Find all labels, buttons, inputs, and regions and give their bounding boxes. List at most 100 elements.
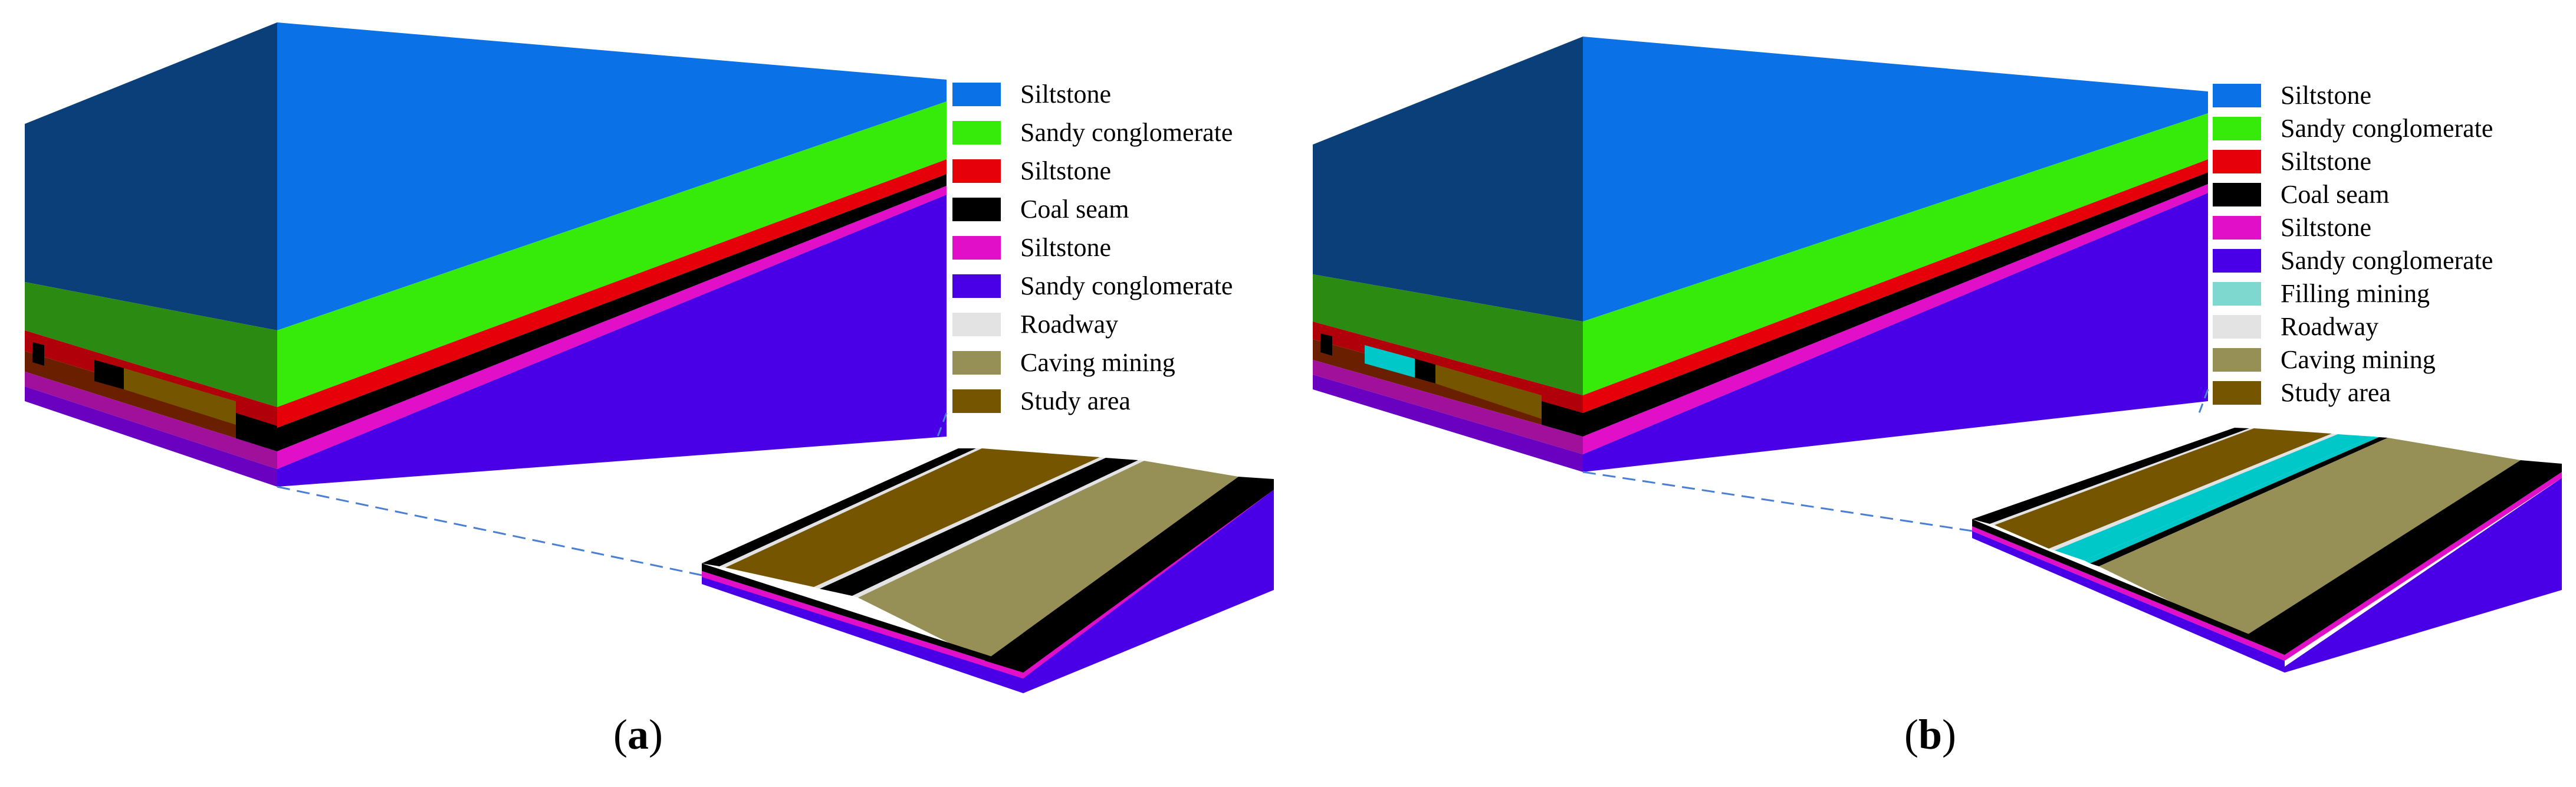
legend-label: Siltstone — [1020, 80, 1112, 109]
inset-filling-mining-strip-2 — [2084, 437, 2379, 563]
legend-label: Filling mining — [2281, 279, 2430, 308]
block-front-siltstone-magenta — [277, 186, 947, 469]
inset-coal-strip-2 — [2090, 437, 2388, 566]
inset-coal-front-edge — [1972, 519, 2285, 655]
legend-swatch — [952, 274, 1001, 298]
block-front-sandy-conglomerate-bottom — [277, 195, 947, 487]
legend-swatch — [2213, 282, 2261, 306]
block-front-siltstone-red — [277, 159, 947, 428]
block-side-roadway-1 — [32, 342, 44, 366]
inset-study-area-strip — [1995, 428, 2332, 549]
block-front-sandy-conglomerate — [1583, 113, 2208, 395]
panel-a: Siltstone Sandy conglomerate Siltstone C… — [25, 22, 1274, 758]
panel-b: Siltstone Sandy conglomerate Siltstone C… — [1288, 0, 2576, 787]
legend-swatch — [2213, 348, 2261, 372]
leader-line-right — [937, 412, 948, 437]
legend-swatch — [2213, 183, 2261, 206]
inset-roadway-strip-3 — [852, 460, 1144, 598]
block-side-filling-mining — [1365, 345, 1415, 378]
legend-swatch — [2213, 216, 2261, 240]
panel-b-model — [1313, 37, 2562, 673]
legend-swatch — [952, 389, 1001, 413]
legend-label: Sandy conglomerate — [2281, 246, 2493, 275]
legend-swatch — [2213, 117, 2261, 140]
inset-study-area-strip — [725, 448, 1100, 587]
inset-purple-base — [1972, 531, 2285, 673]
caption-letter: a — [627, 711, 649, 758]
inset-coal-strip-2 — [820, 458, 1138, 596]
legend-swatch — [952, 121, 1001, 145]
leader-line-left — [1582, 471, 1973, 532]
block-front-siltstone-magenta — [1583, 184, 2208, 454]
legend-swatch — [2213, 150, 2261, 173]
legend-label: Siltstone — [1020, 156, 1112, 185]
block-side-siltstone-top — [1313, 37, 1583, 322]
block-side-coal-end — [1542, 401, 1583, 437]
inset-roadway-strip-2 — [2049, 434, 2338, 550]
legend-swatch — [952, 83, 1001, 106]
legend-label: Coal seam — [2281, 180, 2390, 209]
legend-swatch — [952, 198, 1001, 221]
block-side-siltstone-magenta — [25, 372, 277, 469]
legend-label: Siltstone — [2281, 213, 2372, 242]
legend-label: Caving mining — [2281, 345, 2436, 374]
block-front-siltstone-top — [1583, 37, 2208, 322]
legend-label: Siltstone — [2281, 81, 2372, 110]
block-side-study-area — [124, 368, 236, 425]
legend-swatch — [952, 236, 1001, 260]
legend-label: Study area — [2281, 378, 2391, 407]
inset-caving-mining-strip — [858, 461, 1238, 661]
block-front-coal-seam — [1583, 172, 2208, 437]
legend-swatch — [2213, 315, 2261, 339]
inset-filling-mining-strip — [2055, 434, 2373, 560]
inset-coal-front-edge — [702, 563, 1023, 673]
panel-a-model — [25, 22, 1274, 693]
inset-purple-base — [702, 490, 1274, 693]
legend-swatch — [952, 351, 1001, 375]
legend-label: Roadway — [2281, 312, 2379, 341]
legend-label: Siltstone — [1020, 233, 1112, 262]
block-front-sandy-conglomerate — [277, 101, 947, 407]
block-side-roadway-2 — [94, 360, 124, 389]
inset-roadway-strip-1 — [1990, 428, 2254, 525]
panel-a-caption: (a) — [613, 711, 663, 758]
panel-b-caption: (b) — [1904, 711, 1957, 758]
block-side-siltstone-top — [25, 22, 277, 330]
inset-coal-strip-3 — [985, 477, 1274, 673]
legend-swatch — [952, 313, 1001, 336]
inset-caving-mining-strip — [2099, 438, 2521, 637]
inset-coal-strip-3 — [2243, 460, 2562, 655]
legend-label: Caving mining — [1020, 348, 1175, 377]
inset-coal-strip-1 — [1972, 428, 2249, 524]
legend-swatch — [2213, 84, 2261, 107]
block-side-sandy-conglomerate — [25, 282, 277, 407]
block-side-roadway-1 — [1320, 333, 1332, 356]
block-side-sandy-conglomerate — [1313, 274, 1583, 395]
legend-label: Sandy conglomerate — [1020, 118, 1233, 147]
inset-roadway-strip-1 — [719, 448, 982, 568]
legend-swatch — [2213, 381, 2261, 405]
block-side-sandy-conglomerate-bottom — [25, 386, 277, 487]
block-front-siltstone-red — [1583, 159, 2208, 413]
legend-label: Sandy conglomerate — [1020, 271, 1233, 300]
inset-coal-strip-1 — [702, 448, 976, 566]
block-side-roadway-2 — [1415, 359, 1435, 383]
leader-line-left — [277, 486, 702, 576]
legend-label: Study area — [1020, 386, 1131, 415]
block-front-sandy-conglomerate-bottom — [1583, 193, 2208, 472]
block-front-siltstone-top — [277, 22, 947, 330]
block-side-sandy-conglomerate-bottom — [1313, 375, 1583, 472]
leader-line-right — [2198, 389, 2209, 414]
legend-swatch — [952, 159, 1001, 183]
legend-swatch — [2213, 249, 2261, 273]
legend-label: Roadway — [1020, 310, 1119, 339]
block-front-coal-seam — [277, 174, 947, 451]
legend-label: Sandy conglomerate — [2281, 114, 2493, 143]
legend-label: Siltstone — [2281, 147, 2372, 176]
legend-label: Coal seam — [1020, 195, 1129, 224]
caption-letter: b — [1918, 711, 1943, 758]
inset-purple-side — [2285, 478, 2562, 673]
block-side-siltstone-magenta — [1313, 360, 1583, 454]
inset-roadway-strip-2 — [814, 457, 1106, 589]
